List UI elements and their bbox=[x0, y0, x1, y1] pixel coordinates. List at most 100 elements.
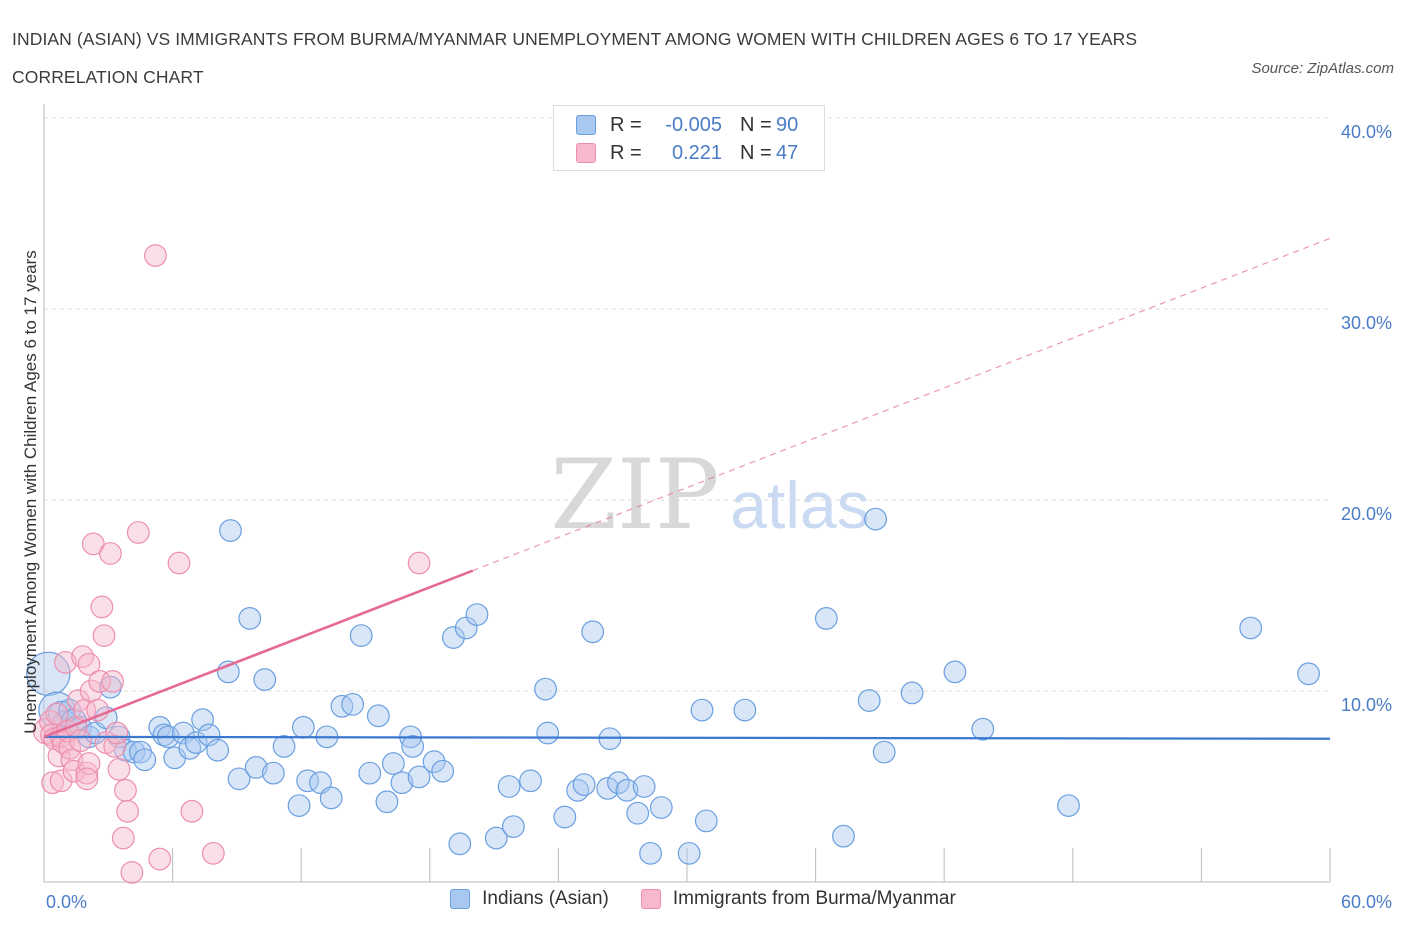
point-burma bbox=[81, 532, 105, 556]
point-burma bbox=[49, 769, 73, 793]
watermark-zip: ZIP bbox=[550, 439, 719, 551]
point-indians bbox=[291, 715, 315, 739]
point-indians bbox=[366, 704, 390, 728]
tick-labels: 10.0% 20.0% 30.0% 40.0% 0.0% 60.0% bbox=[46, 122, 1392, 912]
point-burma bbox=[116, 799, 139, 823]
point-burma bbox=[99, 542, 122, 565]
legend-r-value: -0.005 bbox=[665, 113, 722, 136]
trend-line-burma-extended bbox=[472, 237, 1331, 572]
point-indians bbox=[129, 740, 152, 764]
point-burma bbox=[180, 799, 204, 823]
point-indians bbox=[341, 692, 365, 716]
point-indians bbox=[649, 796, 673, 819]
point-indians bbox=[287, 794, 311, 817]
point-indians bbox=[971, 717, 995, 741]
point-indians bbox=[272, 734, 296, 758]
y-axis-label: Unemployment Among Women with Children A… bbox=[21, 250, 40, 734]
legend-r-label: R = bbox=[610, 141, 642, 164]
point-indians bbox=[227, 767, 251, 791]
point-indians bbox=[401, 734, 425, 758]
grid-lines bbox=[44, 117, 1330, 692]
point-indians bbox=[1297, 662, 1320, 686]
point-indians bbox=[206, 738, 230, 762]
y-tick-label: 40.0% bbox=[1341, 122, 1392, 142]
point-indians bbox=[572, 773, 596, 796]
trend-lines bbox=[43, 237, 1331, 740]
point-indians bbox=[465, 603, 489, 626]
point-burma bbox=[75, 767, 99, 791]
point-indians bbox=[497, 775, 521, 798]
point-burma bbox=[111, 826, 135, 850]
point-indians bbox=[441, 626, 465, 649]
series-label-indians: Indians (Asian) bbox=[482, 888, 609, 909]
point-burma bbox=[54, 650, 77, 674]
point-burma bbox=[201, 841, 225, 865]
point-burma bbox=[41, 771, 64, 795]
point-indians bbox=[943, 660, 967, 684]
point-indians bbox=[191, 708, 215, 732]
point-burma bbox=[126, 521, 150, 544]
point-indians bbox=[553, 805, 577, 829]
point-indians bbox=[596, 777, 620, 800]
point-indians bbox=[639, 841, 662, 865]
point-indians bbox=[422, 750, 446, 774]
point-burma bbox=[90, 595, 114, 619]
point-indians bbox=[253, 668, 277, 691]
series-legend-indians[interactable]: Indians (Asian) bbox=[450, 888, 609, 910]
point-indians bbox=[171, 721, 195, 745]
point-indians bbox=[632, 775, 656, 798]
point-burma bbox=[407, 551, 431, 575]
point-indians bbox=[814, 607, 838, 630]
point-indians bbox=[381, 752, 405, 775]
point-burma bbox=[69, 729, 92, 753]
point-indians bbox=[349, 624, 373, 648]
point-indians bbox=[615, 778, 639, 802]
point-burma bbox=[45, 702, 69, 726]
legend-r-label: R = bbox=[610, 113, 642, 136]
point-burma bbox=[71, 645, 94, 669]
y-tick-label: 30.0% bbox=[1341, 313, 1392, 333]
point-indians bbox=[677, 841, 701, 865]
legend-n-label: N = bbox=[740, 113, 772, 136]
trend-line-burma bbox=[43, 569, 474, 739]
point-burma bbox=[92, 624, 116, 648]
point-indians bbox=[626, 801, 650, 825]
watermark-atlas: atlas bbox=[730, 468, 869, 542]
point-indians bbox=[1239, 616, 1263, 640]
series-legend: Indians (Asian) Immigrants from Burma/My… bbox=[0, 888, 1406, 910]
x-tick-label: 0.0% bbox=[46, 892, 87, 912]
legend-swatch-pink bbox=[576, 143, 596, 163]
point-indians bbox=[690, 698, 714, 722]
legend-row-burma: R = 0.221 N = 47 bbox=[576, 140, 798, 166]
point-indians bbox=[607, 771, 630, 795]
point-indians bbox=[581, 620, 605, 644]
series-swatch-blue bbox=[450, 889, 471, 909]
legend-n-value: 47 bbox=[776, 141, 799, 164]
point-indians bbox=[536, 721, 560, 745]
point-indians bbox=[26, 651, 71, 697]
point-burma bbox=[105, 721, 129, 745]
chart-title: INDIAN (ASIAN) VS IMMIGRANTS FROM BURMA/… bbox=[12, 29, 1138, 87]
legend-n-label: N = bbox=[740, 141, 772, 164]
legend-r-value: 0.221 bbox=[671, 141, 722, 164]
axes bbox=[43, 104, 1331, 883]
point-burma bbox=[144, 244, 167, 267]
point-burma bbox=[86, 698, 109, 722]
point-burma bbox=[107, 757, 131, 781]
series-legend-burma[interactable]: Immigrants from Burma/Myanmar bbox=[640, 888, 956, 910]
point-burma bbox=[60, 748, 84, 772]
stats-legend: R = -0.005 N = 90 R = 0.221 N = 47 bbox=[553, 105, 825, 171]
point-indians bbox=[857, 689, 881, 712]
point-burma bbox=[114, 778, 137, 802]
point-indians bbox=[431, 759, 455, 783]
point-indians bbox=[133, 748, 157, 772]
point-indians bbox=[448, 832, 472, 856]
point-burma bbox=[167, 551, 191, 575]
x-tick-label: 60.0% bbox=[1341, 892, 1392, 912]
legend-row-indians: R = -0.005 N = 90 bbox=[576, 112, 798, 138]
legend-swatch-blue bbox=[576, 115, 596, 135]
point-indians bbox=[519, 769, 542, 793]
series-swatch-pink bbox=[640, 889, 661, 909]
point-indians bbox=[238, 607, 262, 630]
